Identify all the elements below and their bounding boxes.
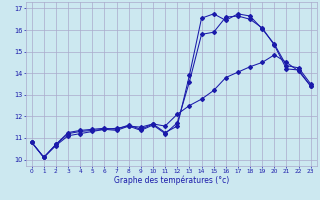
X-axis label: Graphe des températures (°c): Graphe des températures (°c) [114, 175, 229, 185]
